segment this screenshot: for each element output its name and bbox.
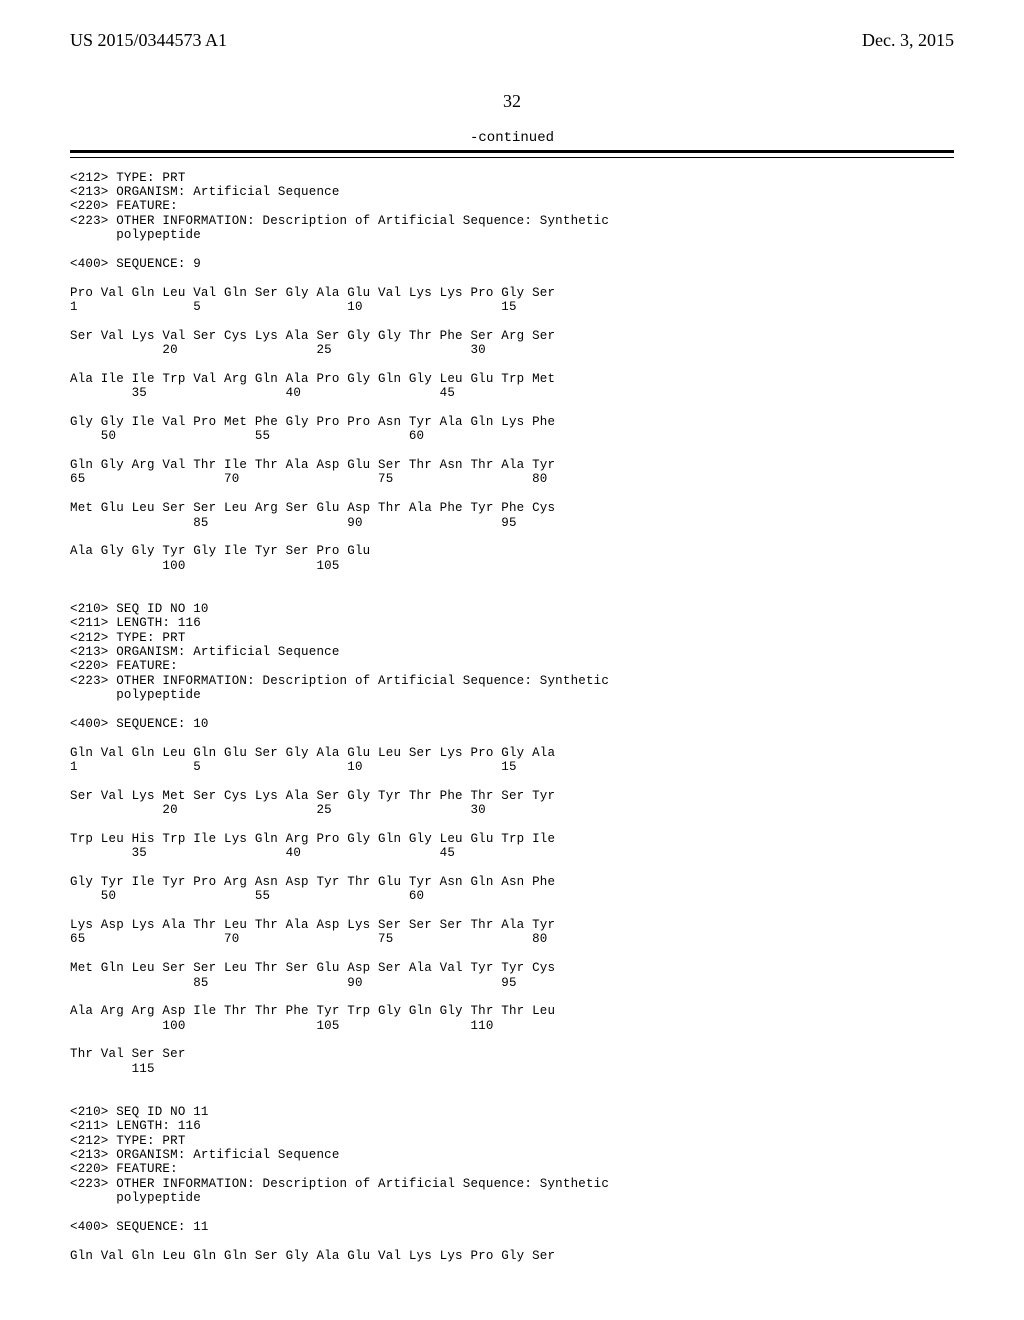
publication-number: US 2015/0344573 A1	[70, 30, 227, 51]
publication-date: Dec. 3, 2015	[862, 30, 954, 51]
page: US 2015/0344573 A1 Dec. 3, 2015 32 -cont…	[0, 0, 1024, 1320]
page-number: 32	[70, 91, 954, 112]
header-row: US 2015/0344573 A1 Dec. 3, 2015	[70, 30, 954, 51]
rule-top-thick	[70, 150, 954, 153]
rule-top-thin	[70, 157, 954, 158]
continued-label: -continued	[70, 130, 954, 146]
sequence-listing: <212> TYPE: PRT <213> ORGANISM: Artifici…	[70, 171, 954, 1264]
